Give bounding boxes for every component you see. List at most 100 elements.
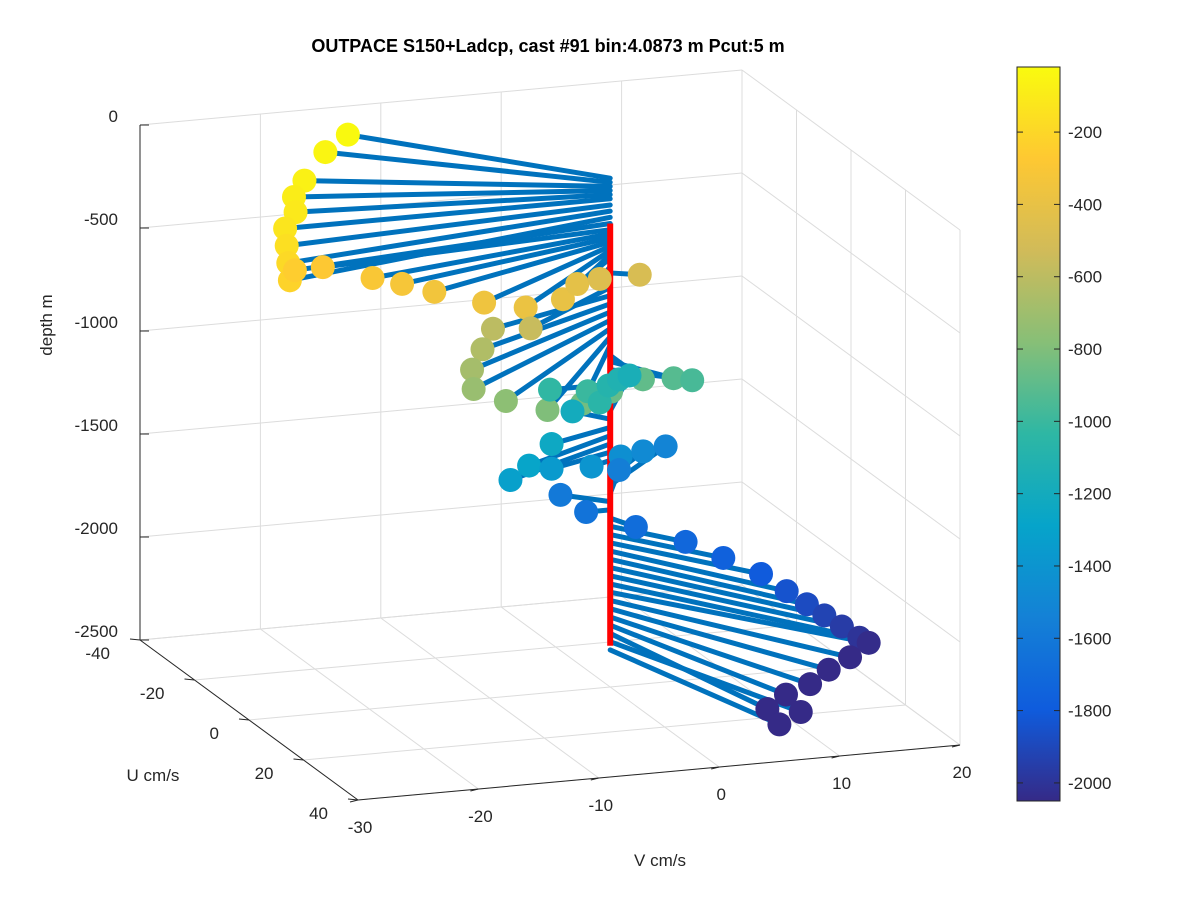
velocity-stick: [526, 433, 613, 469]
depth-point: [661, 366, 686, 391]
velocity-sticks: [282, 132, 872, 727]
depth-point: [460, 357, 485, 382]
depth-point: [627, 262, 652, 287]
y-tick-label: 0: [210, 724, 219, 743]
velocity-stick: [607, 565, 827, 618]
depth-point: [680, 368, 705, 393]
depth-point: [623, 514, 648, 539]
x-axis-line: [357, 744, 961, 801]
z-tick-label: -500: [84, 210, 118, 229]
back-wall-grid-z: [139, 172, 743, 229]
depth-point: [518, 316, 543, 341]
velocity-stick: [480, 301, 613, 352]
depth-point: [767, 712, 792, 737]
depth-point: [749, 562, 774, 586]
velocity-stick: [284, 202, 613, 249]
velocity-stick: [370, 231, 613, 281]
velocity-stick: [291, 188, 613, 200]
y-tick-label: 20: [255, 764, 274, 783]
colorbar-ticks: -200 -400 -600 -800 -1000 -1200 -1400 -1600 -180…: [1017, 123, 1111, 793]
axes: [129, 124, 961, 803]
y-axis-label: U cm/s: [127, 766, 180, 785]
x-axis-label: V cm/s: [634, 851, 686, 870]
velocity-stick: [469, 309, 613, 373]
tick-labels: -30 -20 -10 0 10 20 -40 -20 0 20 40 0 -500 -1000 -1500…: [75, 107, 972, 837]
depth-point: [461, 377, 486, 402]
depth-point: [574, 500, 599, 525]
depth-point: [794, 592, 819, 617]
y-tick-label: -40: [85, 644, 110, 663]
velocity-stick: [607, 622, 789, 698]
velocity-stick: [607, 523, 689, 545]
depth-point: [565, 272, 590, 297]
y-tick: [293, 758, 304, 761]
depth-point: [798, 672, 823, 697]
depth-point: [773, 682, 798, 707]
colorbar-tick-label: -1400: [1068, 557, 1111, 576]
velocity-stick: [607, 556, 810, 607]
z-tick-label: 0: [109, 107, 118, 126]
back-wall-grid-z: [139, 584, 743, 641]
colorbar-tick-label: -2000: [1068, 774, 1111, 793]
depth-point: [513, 295, 538, 320]
depth-point: [282, 258, 307, 283]
depth-point: [472, 290, 497, 315]
floor-grid-u: [303, 704, 906, 761]
y-tick: [347, 798, 359, 801]
depth-point: [535, 398, 560, 422]
floor-grid-u: [248, 664, 852, 721]
depth-point: [838, 645, 863, 670]
velocity-stick: [399, 235, 613, 287]
velocity-stick: [607, 573, 845, 630]
depth-point: [673, 529, 698, 554]
depth-point: [498, 468, 523, 493]
back-wall-grid-z: [139, 481, 743, 538]
x-tick: [470, 788, 479, 792]
depth-point: [653, 434, 678, 459]
velocity-stick: [481, 243, 613, 306]
velocity-stick: [320, 227, 613, 270]
z-tick-label: -2000: [75, 519, 118, 538]
colorbar-tick-label: -800: [1068, 340, 1102, 359]
colorbar: -200 -400 -600 -800 -1000 -1200 -1400 -1600 -180…: [1016, 66, 1111, 802]
colorbar-tick-label: -1200: [1068, 485, 1111, 504]
y-tick-label: -20: [140, 684, 165, 703]
right-wall-grid-z: [741, 275, 961, 437]
x-tick-label: -20: [468, 807, 493, 826]
velocity-stick: [503, 326, 613, 404]
depth-point: [313, 140, 338, 165]
x-tick-label: 20: [953, 763, 972, 782]
colorbar-tick-label: -1000: [1068, 412, 1111, 431]
back-wall-grid-z: [139, 69, 743, 126]
z-tick-label: -1500: [75, 416, 118, 435]
depth-point: [550, 287, 575, 312]
y-tick: [184, 678, 195, 681]
z-tick-label: -2500: [75, 622, 118, 641]
y-tick: [129, 638, 141, 641]
x-tick: [711, 766, 720, 770]
z-axis-label: depth m: [37, 294, 56, 355]
depth-point: [856, 630, 881, 655]
depth-point: [774, 579, 799, 604]
velocity-stick: [607, 606, 832, 673]
depth-point: [422, 279, 447, 304]
velocity-stick: [607, 532, 726, 561]
velocity-stick: [282, 196, 613, 231]
x-tick-label: -10: [589, 796, 614, 815]
depth-point: [335, 122, 360, 147]
depth-point: [390, 271, 415, 296]
depth-point: [310, 255, 335, 280]
depth-point: [631, 439, 656, 464]
colorbar-tick-label: -1800: [1068, 702, 1111, 721]
velocity-stick: [607, 597, 853, 660]
depth-point: [587, 266, 612, 291]
depth-point: [360, 266, 385, 290]
depth-point: [548, 482, 573, 507]
depth-point: [816, 657, 841, 682]
x-tick: [951, 744, 961, 748]
depth-point: [273, 216, 298, 241]
depth-point: [517, 453, 542, 478]
velocity-stick: [607, 589, 872, 646]
depth-point: [788, 699, 813, 724]
velocity-stick: [322, 149, 613, 185]
